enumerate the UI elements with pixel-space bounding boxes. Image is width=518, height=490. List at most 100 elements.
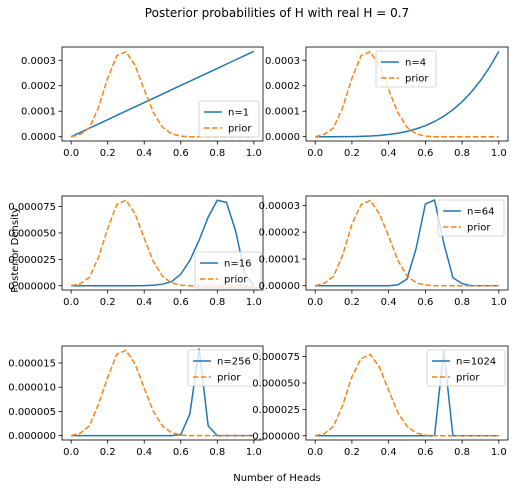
axes-frame [305,345,509,441]
x-tick-label: 0.6 [173,297,189,308]
x-tick-label: 0.2 [344,148,360,159]
x-tick-label: 0.6 [173,148,189,159]
y-tick-label: 0.000000 [8,431,56,442]
y-tick-label: 0.000075 [252,352,300,363]
legend-label: n=256 [217,357,251,368]
y-tick-label: 0.000025 [252,405,300,416]
axes-frame [305,195,509,291]
x-tick-label: 0.4 [381,297,397,308]
x-tick-label: 0.2 [344,297,360,308]
x-tick-label: 0.6 [417,148,433,159]
figure-title: Posterior probabilities of H with real H… [145,6,409,20]
series-line-prior [315,353,499,437]
y-tick-label: 0.0002 [21,81,56,92]
legend-label: n=16 [224,259,251,270]
x-tick-label: 1.0 [246,297,262,308]
x-tick-label: 0.6 [173,447,189,458]
y-tick-label: 0.000075 [8,202,56,213]
y-tick-label: 0.00003 [259,201,300,212]
axes-frame [61,46,264,142]
x-tick-label: 0.2 [100,297,116,308]
legend-label: prior [467,223,491,234]
x-tick-label: 1.0 [491,148,507,159]
legend: n=1024 prior [426,349,506,387]
x-tick-label: 0.6 [417,447,433,458]
y-tick-label: 0.000015 [8,358,56,369]
subplot-n=16: 0.0 0.2 0.4 0.6 0.8 1.0 0.000000 0.000025 0.0000… [8,195,264,308]
y-tick-label: 0.0003 [21,56,56,67]
x-tick-label: 0.0 [63,297,79,308]
legend-label: prior [456,373,480,384]
x-tick-label: 1.0 [491,447,507,458]
x-tick-label: 0.0 [63,447,79,458]
y-tick-label: 0.000025 [8,255,56,266]
axes-frame [305,46,509,142]
legend-box [426,349,506,387]
y-tick-label: 0.0002 [265,81,300,92]
x-axis-label: Number of Heads [233,473,321,484]
x-tick-label: 0.4 [136,148,152,159]
legend-label: prior [228,124,252,135]
legend: n=256 prior [187,349,261,387]
y-tick-label: 0.00002 [259,228,300,239]
x-tick-label: 0.2 [100,148,116,159]
legend: n=64 prior [437,199,505,237]
y-tick-label: 0.0000 [265,132,300,143]
y-tick-label: 0.00001 [259,254,300,265]
legend-label: prior [224,275,248,286]
axes-frame [61,195,264,291]
series-line-posterior [70,50,255,138]
y-tick-label: 0.000010 [8,383,56,394]
legend: n=1 prior [198,100,260,138]
x-tick-label: 0.8 [454,447,470,458]
x-tick-label: 0.8 [454,297,470,308]
subplot-n=4: 0.0 0.2 0.4 0.6 0.8 1.0 0.0000 0.0001 0.0002 0.00… [265,46,509,159]
x-tick-label: 0.8 [209,297,225,308]
legend-label: n=1024 [456,357,496,368]
x-tick-label: 0.2 [344,447,360,458]
x-tick-label: 0.8 [454,148,470,159]
x-tick-label: 0.4 [136,447,152,458]
y-tick-label: 0.000000 [8,281,56,292]
subplot-n=256: 0.0 0.2 0.4 0.6 0.8 1.0 0.000000 0.000005 0.0000… [8,345,264,458]
x-tick-label: 0.2 [100,447,116,458]
x-tick-label: 1.0 [246,148,262,159]
x-tick-label: 0.4 [381,447,397,458]
subplots: 0.0 0.2 0.4 0.6 0.8 1.00.00000.00010.00020.00… [8,46,509,458]
x-tick-label: 0.4 [136,297,152,308]
x-tick-label: 0.0 [63,148,79,159]
y-tick-label: 0.000005 [8,407,56,418]
x-tick-label: 0.8 [209,148,225,159]
x-tick-label: 0.0 [307,148,323,159]
series-line-posterior [315,50,500,138]
y-tick-label: 0.0001 [265,107,300,118]
y-tick-label: 0.000050 [8,228,56,239]
y-tick-label: 0.0001 [21,107,56,118]
subplot-n=1024: 0.0 0.2 0.4 0.6 0.8 1.0 0.000000 0.000025 0.0000… [252,345,509,458]
x-tick-label: 1.0 [246,447,262,458]
y-tick-label: 0.0003 [265,56,300,67]
series-line-prior [314,199,499,287]
legend: n=4 prior [375,50,437,88]
legend-label: n=1 [228,108,249,119]
y-tick-label: 0.0000 [21,132,56,143]
legend-label: n=64 [467,207,494,218]
legend: n=16 prior [194,251,262,289]
legend-label: prior [405,74,429,85]
series-line-prior [314,50,499,138]
x-tick-label: 0.4 [381,148,397,159]
series-line-posterior [71,199,255,287]
y-tick-label: 0.000000 [252,431,300,442]
x-tick-label: 0.0 [307,447,323,458]
x-tick-label: 0.8 [209,447,225,458]
y-tick-label: 0.000050 [252,378,300,389]
legend-label: prior [217,373,241,384]
subplot-n=1: 0.0 0.2 0.4 0.6 0.8 1.0 0.0000 0.0001 0.0002 0.00… [21,46,264,159]
axes-frame [61,345,264,441]
series-line-prior [70,349,254,437]
x-tick-label: 0.0 [307,297,323,308]
legend-label: n=4 [405,58,426,69]
x-tick-label: 0.6 [417,297,433,308]
subplot-n=64: 0.0 0.2 0.4 0.6 0.8 1.0 0.00000 0.00001 0.00002 0… [259,195,509,308]
